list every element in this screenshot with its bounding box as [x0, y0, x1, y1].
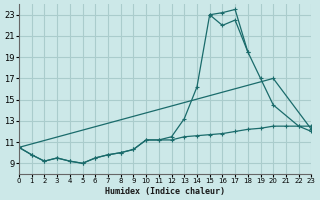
- X-axis label: Humidex (Indice chaleur): Humidex (Indice chaleur): [105, 187, 225, 196]
